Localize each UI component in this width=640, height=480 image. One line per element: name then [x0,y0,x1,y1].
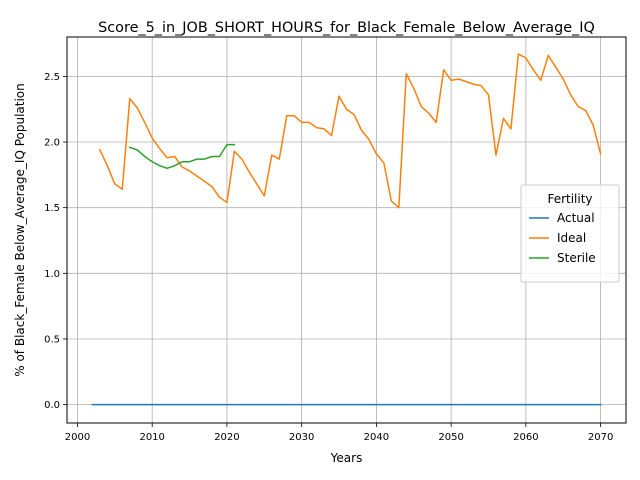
series-line-ideal [98,53,602,209]
chart-title: Score_5_in_JOB_SHORT_HOURS_for_Black_Fem… [98,20,595,36]
y-axis-ticks: 0.0 0.5 1.0 1.5 2.0 2.5 [44,72,67,411]
axes-frame [66,36,627,424]
x-tick-label: 2040 [364,432,389,443]
y-tick-label: 1.5 [44,203,60,214]
x-axis-label: Years [330,451,363,465]
legend-title: Fertility [547,192,592,206]
x-tick-label: 2000 [65,432,90,443]
x-tick-label: 2060 [513,432,538,443]
y-tick-label: 1.0 [44,269,60,280]
y-tick-label: 2.0 [44,138,60,149]
series-line-sterile [128,143,236,170]
legend-label-sterile: Sterile [557,251,596,265]
x-tick-label: 2030 [289,432,314,443]
y-tick-label: 0.0 [44,400,60,411]
legend: Fertility Actual Ideal Sterile [520,184,620,283]
legend-label-actual: Actual [557,211,595,225]
y-tick-label: 0.5 [44,334,60,345]
legend-entries: Actual Ideal Sterile [529,211,596,265]
legend-label-ideal: Ideal [557,231,586,245]
x-tick-label: 2020 [214,432,239,443]
y-tick-label: 2.5 [44,72,60,83]
x-tick-label: 2050 [438,432,463,443]
x-tick-label: 2010 [139,432,164,443]
series-lines [91,53,602,406]
y-axis-label: % of Black_Female Below_Average_IQ Popul… [13,83,27,377]
x-tick-label: 2070 [588,432,613,443]
x-axis-ticks: 2000 2010 2020 2030 2040 2050 2060 2070 [65,423,613,443]
